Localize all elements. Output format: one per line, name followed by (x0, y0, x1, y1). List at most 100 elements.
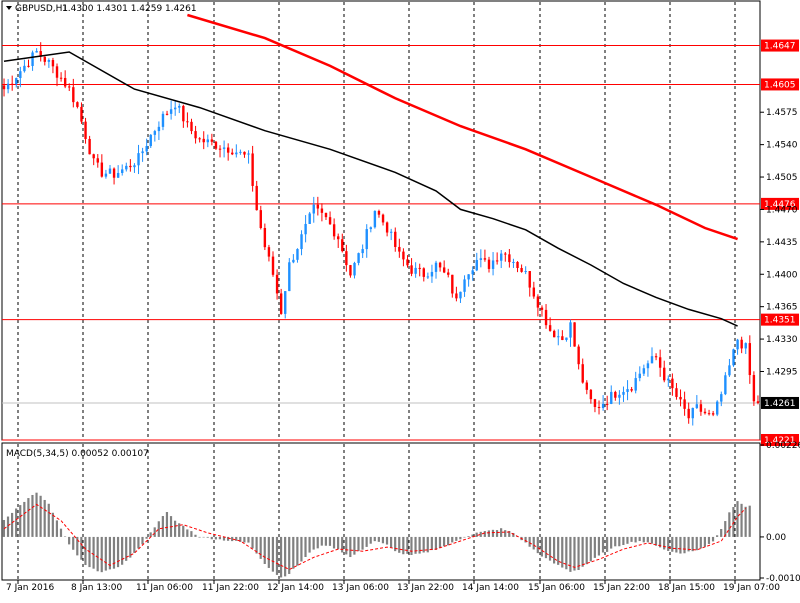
candle-body (520, 267, 523, 272)
candle-body (716, 401, 719, 415)
candle-body (10, 83, 14, 85)
macd-histogram-bar (414, 536, 417, 554)
candle-body (133, 165, 136, 168)
candle-body (186, 121, 189, 123)
candle-body (92, 154, 95, 159)
candle-body (19, 71, 22, 79)
macd-histogram-bar (646, 536, 649, 543)
macd-histogram-bar (577, 536, 580, 570)
candle-body (528, 271, 531, 288)
macd-histogram-bar (194, 534, 197, 537)
level-label: 1.4605 (764, 80, 796, 90)
macd-histogram-bar (573, 536, 576, 571)
time-tick-label: 12 Jan 14:00 (267, 583, 324, 593)
macd-histogram-bar (740, 503, 743, 537)
candle-body (157, 126, 161, 132)
macd-histogram-bar (500, 528, 503, 537)
candle-body (141, 151, 144, 154)
moving-average-fast (3, 51, 738, 327)
macd-histogram-bar (121, 536, 124, 565)
macd-histogram-bar (418, 536, 421, 554)
macd-histogram-bar (247, 536, 250, 543)
current-price-label: 1.4261 (764, 399, 796, 409)
candle-body (638, 373, 641, 379)
macd-histogram-bar (35, 492, 38, 537)
candle-body (605, 403, 609, 405)
macd-histogram-bar (402, 536, 405, 555)
macd-histogram-bar (218, 536, 222, 540)
candle-body (377, 211, 381, 215)
candle-body (210, 139, 214, 142)
candle-body (104, 173, 108, 177)
candle-body (169, 109, 173, 114)
price-tick-label: 1.4470 (766, 205, 798, 215)
candle-body (284, 291, 287, 314)
candle-body (516, 261, 519, 268)
candle-body (288, 262, 291, 292)
time-tick-label: 13 Jan 06:00 (332, 583, 389, 593)
candle-body (565, 337, 568, 341)
macd-histogram-bar (601, 536, 605, 553)
macd-histogram-bar (190, 531, 193, 537)
candle-body (675, 388, 678, 397)
candle-body (707, 413, 711, 415)
macd-histogram-bar (255, 536, 258, 554)
macd-histogram-bar (528, 536, 531, 547)
macd-histogram-bar (744, 506, 747, 537)
macd-histogram-bar (80, 536, 83, 560)
macd-histogram-bar (31, 494, 34, 537)
candle-body (459, 291, 462, 299)
candle-body (222, 147, 226, 149)
macd-histogram-bar (434, 536, 438, 550)
macd-histogram-bar (557, 536, 560, 565)
candle-body (720, 394, 723, 402)
macd-histogram-bar (658, 536, 662, 548)
candle-body (341, 239, 344, 252)
macd-histogram-bar (691, 536, 694, 552)
candle-body (76, 102, 79, 107)
macd-histogram-bar (214, 536, 217, 540)
price-tick-label: 1.4540 (766, 141, 798, 151)
candle-body (508, 254, 511, 263)
candle-body (292, 259, 295, 263)
candle-body (296, 249, 299, 260)
macd-histogram-bar (585, 536, 588, 565)
macd-histogram-bar (308, 536, 311, 553)
macd-tick-label: -0.00101 (766, 574, 800, 584)
candle-body (398, 246, 401, 252)
macd-histogram-bar (186, 529, 189, 537)
macd-histogram-bar (597, 536, 601, 556)
level-label: 1.4647 (764, 42, 796, 52)
macd-histogram-bar (198, 536, 201, 538)
macd-histogram-bar (345, 536, 348, 555)
candle-body (263, 228, 267, 248)
macd-panel (2, 492, 751, 578)
candle-body (84, 121, 87, 139)
chevron-down-icon[interactable] (6, 6, 12, 10)
candle-body (235, 152, 238, 155)
macd-histogram-bar (736, 501, 739, 537)
macd-histogram-bar (27, 498, 30, 537)
macd-histogram-bar (406, 536, 409, 554)
macd-histogram-bar (663, 536, 666, 550)
macd-histogram-bar (141, 536, 144, 545)
macd-histogram-bar (654, 536, 658, 546)
macd-histogram-bar (495, 530, 499, 537)
macd-histogram-bar (532, 536, 535, 550)
time-tick-label: 7 Jan 2016 (6, 583, 54, 593)
candle-body (394, 231, 397, 247)
candle-body (573, 322, 576, 347)
macd-histogram-bar (226, 536, 230, 541)
price-panel-frame (1, 0, 761, 441)
candle-body (51, 60, 55, 67)
candle-body (365, 229, 368, 250)
macd-histogram-bar (47, 503, 50, 537)
candle-body (410, 265, 413, 274)
time-tick-label: 19 Jan 07:00 (723, 583, 780, 593)
macd-histogram-bar (349, 536, 352, 558)
macd-panel-frame (1, 442, 761, 581)
macd-histogram-bar (426, 536, 429, 553)
level-label: 1.4476 (764, 200, 796, 210)
